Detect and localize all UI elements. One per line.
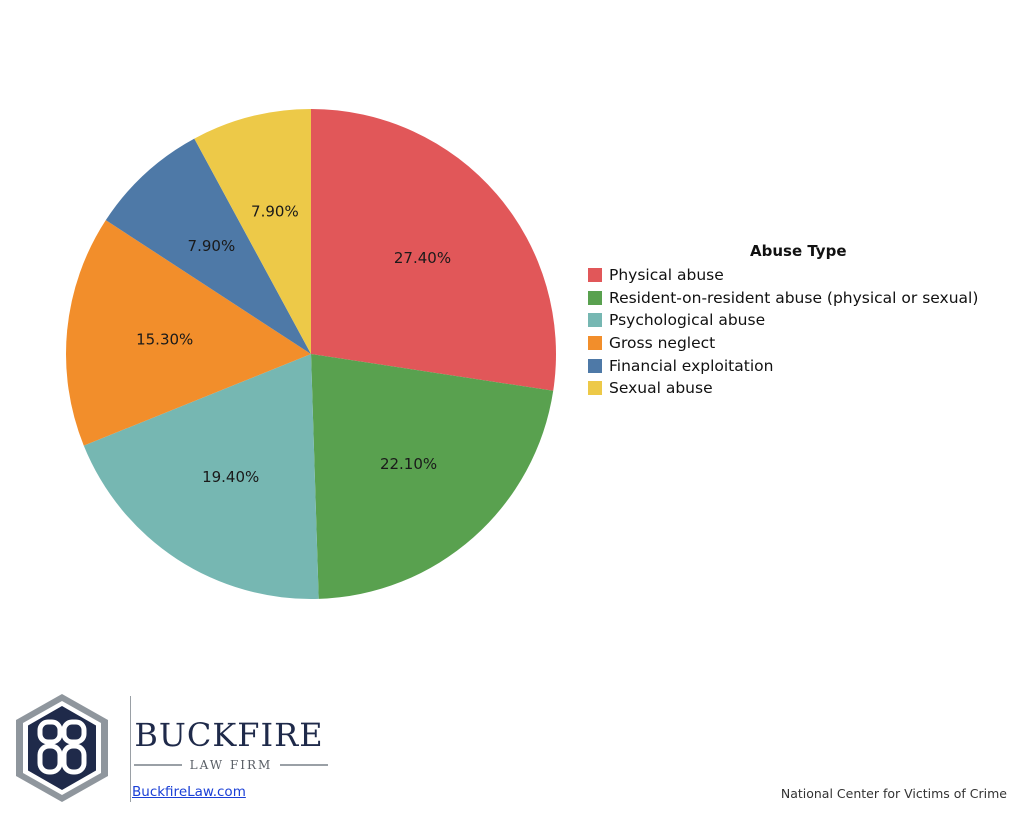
pie-slice-3 bbox=[66, 220, 312, 446]
legend-label-0: Physical abuse bbox=[609, 266, 724, 285]
logo-subtitle-row: LAW FIRM bbox=[134, 758, 328, 772]
legend-label-2: Psychological abuse bbox=[609, 311, 766, 330]
pie-slice-0 bbox=[311, 109, 556, 391]
legend-swatch-4 bbox=[588, 358, 602, 373]
pie-slice-1 bbox=[311, 354, 554, 599]
legend-item-1: Resident-on-resident abuse (physical or … bbox=[588, 287, 978, 310]
legend-label-4: Financial exploitation bbox=[609, 356, 774, 375]
legend: Abuse Type Physical abuse Resident-on-res… bbox=[588, 242, 978, 400]
logo-emblem-icon bbox=[16, 694, 108, 802]
legend-swatch-5 bbox=[588, 381, 602, 396]
legend-item-3: Gross neglect bbox=[588, 332, 978, 355]
legend-item-0: Physical abuse bbox=[588, 264, 978, 287]
pie-slice-4 bbox=[105, 138, 311, 354]
legend-label-5: Sexual abuse bbox=[609, 379, 713, 398]
website-link[interactable]: BuckfireLaw.com bbox=[132, 784, 246, 800]
pie-slice-label-0: 27.40% bbox=[394, 249, 451, 267]
legend-swatch-1 bbox=[588, 290, 602, 305]
pie-slice-label-5: 7.90% bbox=[251, 203, 299, 221]
logo-rule-left bbox=[134, 764, 182, 766]
pie-slice-label-3: 15.30% bbox=[136, 331, 193, 349]
legend-item-5: Sexual abuse bbox=[588, 377, 978, 400]
legend-item-4: Financial exploitation bbox=[588, 354, 978, 377]
logo-rule-right bbox=[280, 764, 328, 766]
legend-title: Abuse Type bbox=[750, 242, 847, 260]
legend-swatch-3 bbox=[588, 336, 602, 351]
legend-items: Physical abuse Resident-on-resident abuse… bbox=[588, 264, 978, 400]
logo-divider bbox=[130, 696, 131, 802]
pie-slice-label-4: 7.90% bbox=[188, 237, 236, 255]
legend-item-2: Psychological abuse bbox=[588, 309, 978, 332]
logo-name: BUCKFIRE bbox=[134, 716, 324, 754]
legend-swatch-0 bbox=[588, 268, 602, 283]
legend-label-1: Resident-on-resident abuse (physical or … bbox=[609, 288, 979, 307]
pie-slice-label-2: 19.40% bbox=[202, 468, 259, 486]
pie-slice-2 bbox=[83, 354, 319, 599]
pie-slice-5 bbox=[194, 109, 311, 354]
legend-swatch-2 bbox=[588, 313, 602, 328]
source-note: National Center for Victims of Crime bbox=[780, 786, 1007, 801]
logo-subtitle: LAW FIRM bbox=[189, 758, 273, 772]
buckfire-logo: BUCKFIRE LAW FIRM BuckfireLaw.com bbox=[12, 692, 332, 812]
legend-label-3: Gross neglect bbox=[609, 334, 716, 353]
pie-slice-label-1: 22.10% bbox=[380, 455, 437, 473]
